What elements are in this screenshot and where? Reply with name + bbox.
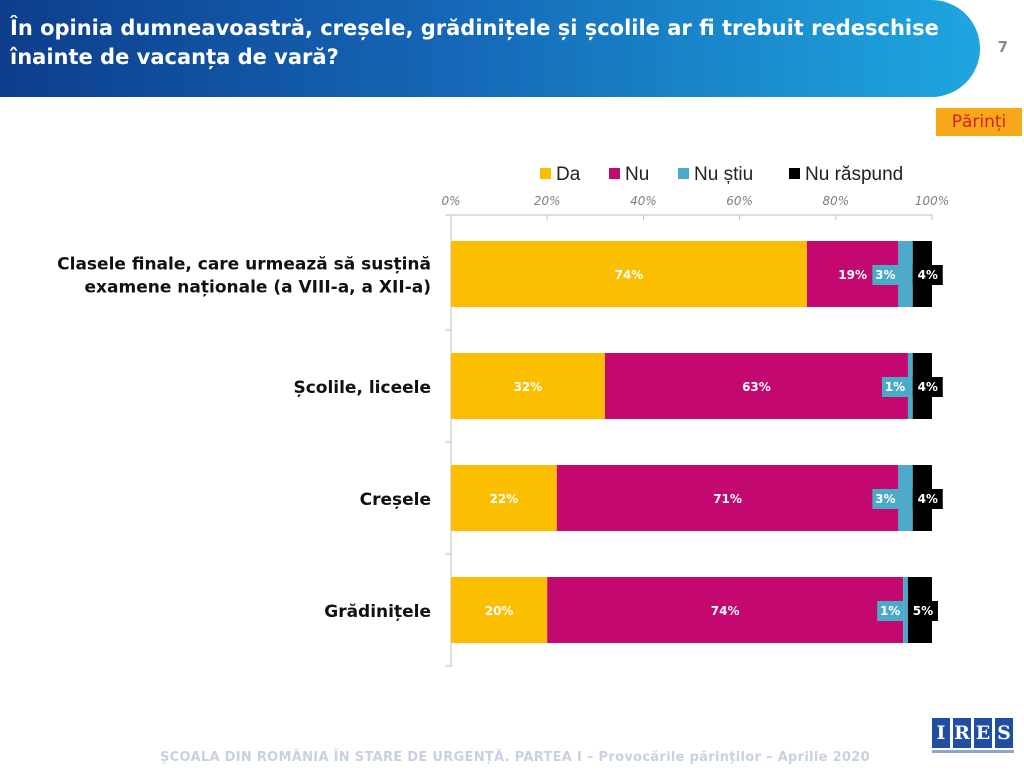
bar-segment-da: [451, 577, 548, 643]
data-label-box: [912, 377, 943, 397]
logo-letter: R: [953, 718, 971, 748]
data-label: 74%: [711, 604, 740, 618]
legend-label: Nu știu: [694, 164, 753, 185]
data-label: 32%: [514, 380, 543, 394]
logo-letter: S: [995, 718, 1013, 748]
data-label-box: [912, 489, 943, 509]
logo-underline: [932, 750, 1014, 753]
data-label: 5%: [913, 604, 933, 618]
legend-swatch: [678, 168, 689, 179]
bar-segment-nu-știu: [903, 577, 908, 643]
category-label: Școlile, liceele: [293, 378, 431, 398]
bar-segment-nu: [604, 353, 908, 419]
logo-letter: E: [974, 718, 992, 748]
bar-segment-nu: [556, 465, 899, 531]
bar-segment-nu-știu: [898, 465, 913, 531]
bar-segment-da: [451, 241, 807, 307]
page-number: 7: [997, 38, 1008, 56]
data-label: 20%: [485, 604, 514, 618]
data-label: 71%: [713, 492, 742, 506]
data-label: 3%: [875, 492, 895, 506]
data-label: 4%: [918, 380, 938, 394]
data-label: 4%: [918, 268, 938, 282]
x-tick-label: 40%: [630, 194, 657, 208]
logo-letter: I: [932, 718, 950, 748]
x-tick-label: 20%: [534, 194, 561, 208]
data-label: 3%: [875, 268, 895, 282]
data-label: 4%: [918, 492, 938, 506]
legend-swatch: [540, 168, 551, 179]
bar-segment-da: [451, 465, 557, 531]
respondent-group-tag: Părinți: [936, 108, 1022, 136]
legend-label: Nu: [625, 164, 649, 185]
legend-swatch: [609, 168, 620, 179]
x-tick-label: 100%: [915, 194, 949, 208]
bar-segment-nu-știu: [898, 241, 913, 307]
x-tick-label: 60%: [726, 194, 753, 208]
data-label: 1%: [880, 604, 900, 618]
data-label-box: [881, 377, 908, 397]
bar-segment-da: [451, 353, 605, 419]
data-label: 74%: [615, 268, 644, 282]
legend-label: Nu răspund: [805, 164, 903, 185]
data-label-box: [872, 265, 899, 285]
footer-text: ȘCOALA DIN ROMÂNIA ÎN STARE DE URGENȚĂ. …: [160, 750, 870, 765]
data-label: 63%: [742, 380, 771, 394]
legend-label: Da: [556, 164, 581, 185]
category-label: Creșele: [360, 490, 431, 510]
data-label: 22%: [490, 492, 519, 506]
ires-logo: I R E S: [932, 718, 1014, 758]
category-label: examene naționale (a VIII-a, a XII-a): [85, 278, 431, 298]
data-label: 19%: [838, 268, 867, 282]
data-label-box: [907, 601, 938, 621]
category-label: Grădinițele: [324, 602, 431, 622]
data-label: 1%: [885, 380, 905, 394]
x-tick-label: 80%: [822, 194, 849, 208]
data-label-box: [877, 601, 904, 621]
bar-segment-nu: [547, 577, 904, 643]
data-label-box: [872, 489, 899, 509]
x-tick-label: 0%: [441, 194, 460, 208]
category-label: Clasele finale, care urmează să susțină: [57, 255, 431, 275]
header-banner: În opinia dumneavoastră, creșele, grădin…: [0, 0, 980, 97]
slide-title: În opinia dumneavoastră, creșele, grădin…: [10, 16, 939, 69]
legend-swatch: [789, 168, 800, 179]
bar-segment-nu-știu: [907, 353, 913, 419]
data-label-box: [912, 265, 943, 285]
